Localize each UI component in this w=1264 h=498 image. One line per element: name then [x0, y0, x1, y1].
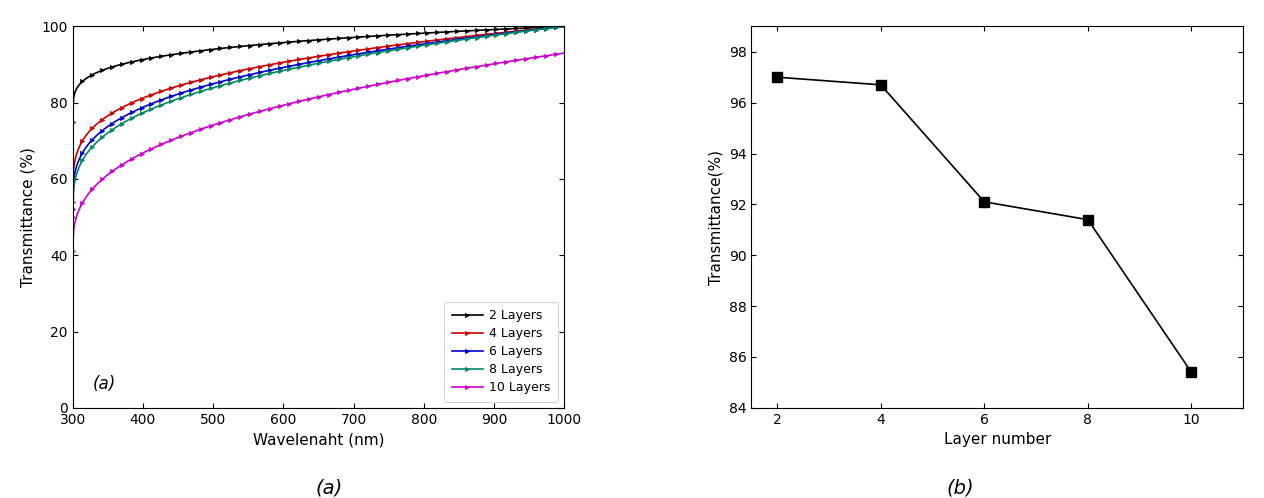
8 Layers — [468, 35, 483, 41]
Line: 4 Layers: 4 Layers — [71, 24, 566, 204]
8 Layers — [358, 52, 373, 58]
6 Layers — [545, 25, 560, 31]
Line: 6 Layers: 6 Layers — [71, 24, 566, 212]
2 Layers — [545, 24, 560, 30]
4 Layers — [298, 55, 313, 61]
Text: (a): (a) — [315, 478, 343, 497]
4 Layers — [302, 55, 317, 61]
2 Layers — [302, 37, 317, 43]
6 Layers — [331, 54, 346, 60]
10 Layers — [557, 50, 573, 56]
10 Layers — [302, 96, 317, 102]
10 Layers — [468, 64, 483, 70]
8 Layers — [64, 214, 80, 220]
Legend: 2 Layers, 4 Layers, 6 Layers, 8 Layers, 10 Layers: 2 Layers, 4 Layers, 6 Layers, 8 Layers, … — [445, 302, 559, 401]
8 Layers — [557, 23, 573, 29]
4 Layers — [358, 46, 373, 52]
8 Layers — [298, 63, 313, 69]
2 Layers — [468, 27, 483, 33]
4 Layers — [64, 199, 80, 205]
10 Layers — [545, 52, 560, 58]
6 Layers — [358, 50, 373, 56]
6 Layers — [298, 60, 313, 66]
4 Layers — [557, 23, 573, 29]
2 Layers — [557, 23, 573, 29]
10 Layers — [331, 90, 346, 96]
8 Layers — [302, 62, 317, 68]
10 Layers — [298, 97, 313, 103]
2 Layers — [358, 34, 373, 40]
6 Layers — [468, 34, 483, 40]
2 Layers — [331, 35, 346, 41]
8 Layers — [545, 25, 560, 31]
6 Layers — [302, 59, 317, 65]
Line: 2 Layers: 2 Layers — [71, 24, 566, 124]
4 Layers — [331, 50, 346, 56]
X-axis label: Layer number: Layer number — [943, 432, 1050, 447]
10 Layers — [64, 249, 80, 254]
4 Layers — [468, 32, 483, 38]
6 Layers — [64, 207, 80, 213]
2 Layers — [298, 38, 313, 44]
6 Layers — [557, 23, 573, 29]
8 Layers — [331, 56, 346, 62]
10 Layers — [358, 84, 373, 90]
Line: 8 Layers: 8 Layers — [71, 24, 566, 219]
Line: 10 Layers: 10 Layers — [71, 51, 566, 253]
Text: (a): (a) — [92, 375, 115, 393]
2 Layers — [64, 119, 80, 124]
Y-axis label: Transmittance (%): Transmittance (%) — [20, 147, 35, 287]
Y-axis label: Transmittance(%): Transmittance(%) — [708, 149, 723, 284]
X-axis label: Wavelenaht (nm): Wavelenaht (nm) — [253, 432, 384, 447]
Text: (b): (b) — [947, 478, 975, 497]
4 Layers — [545, 24, 560, 30]
